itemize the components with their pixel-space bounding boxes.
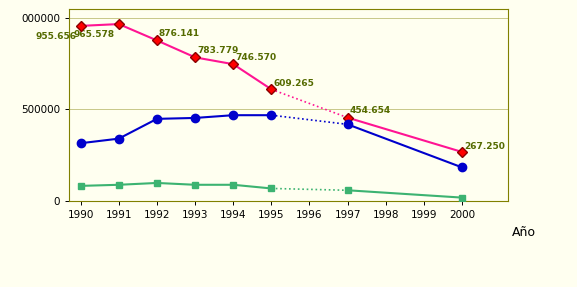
Text: 267.250: 267.250	[464, 142, 505, 151]
Text: 876.141: 876.141	[159, 29, 200, 38]
Text: 454.654: 454.654	[350, 106, 391, 115]
Text: 965.578: 965.578	[74, 30, 115, 39]
Text: Año: Año	[512, 226, 536, 239]
Text: 783.779: 783.779	[197, 46, 238, 55]
Text: 955.656: 955.656	[36, 32, 77, 41]
Text: 609.265: 609.265	[273, 79, 314, 88]
Text: 746.570: 746.570	[235, 53, 276, 62]
